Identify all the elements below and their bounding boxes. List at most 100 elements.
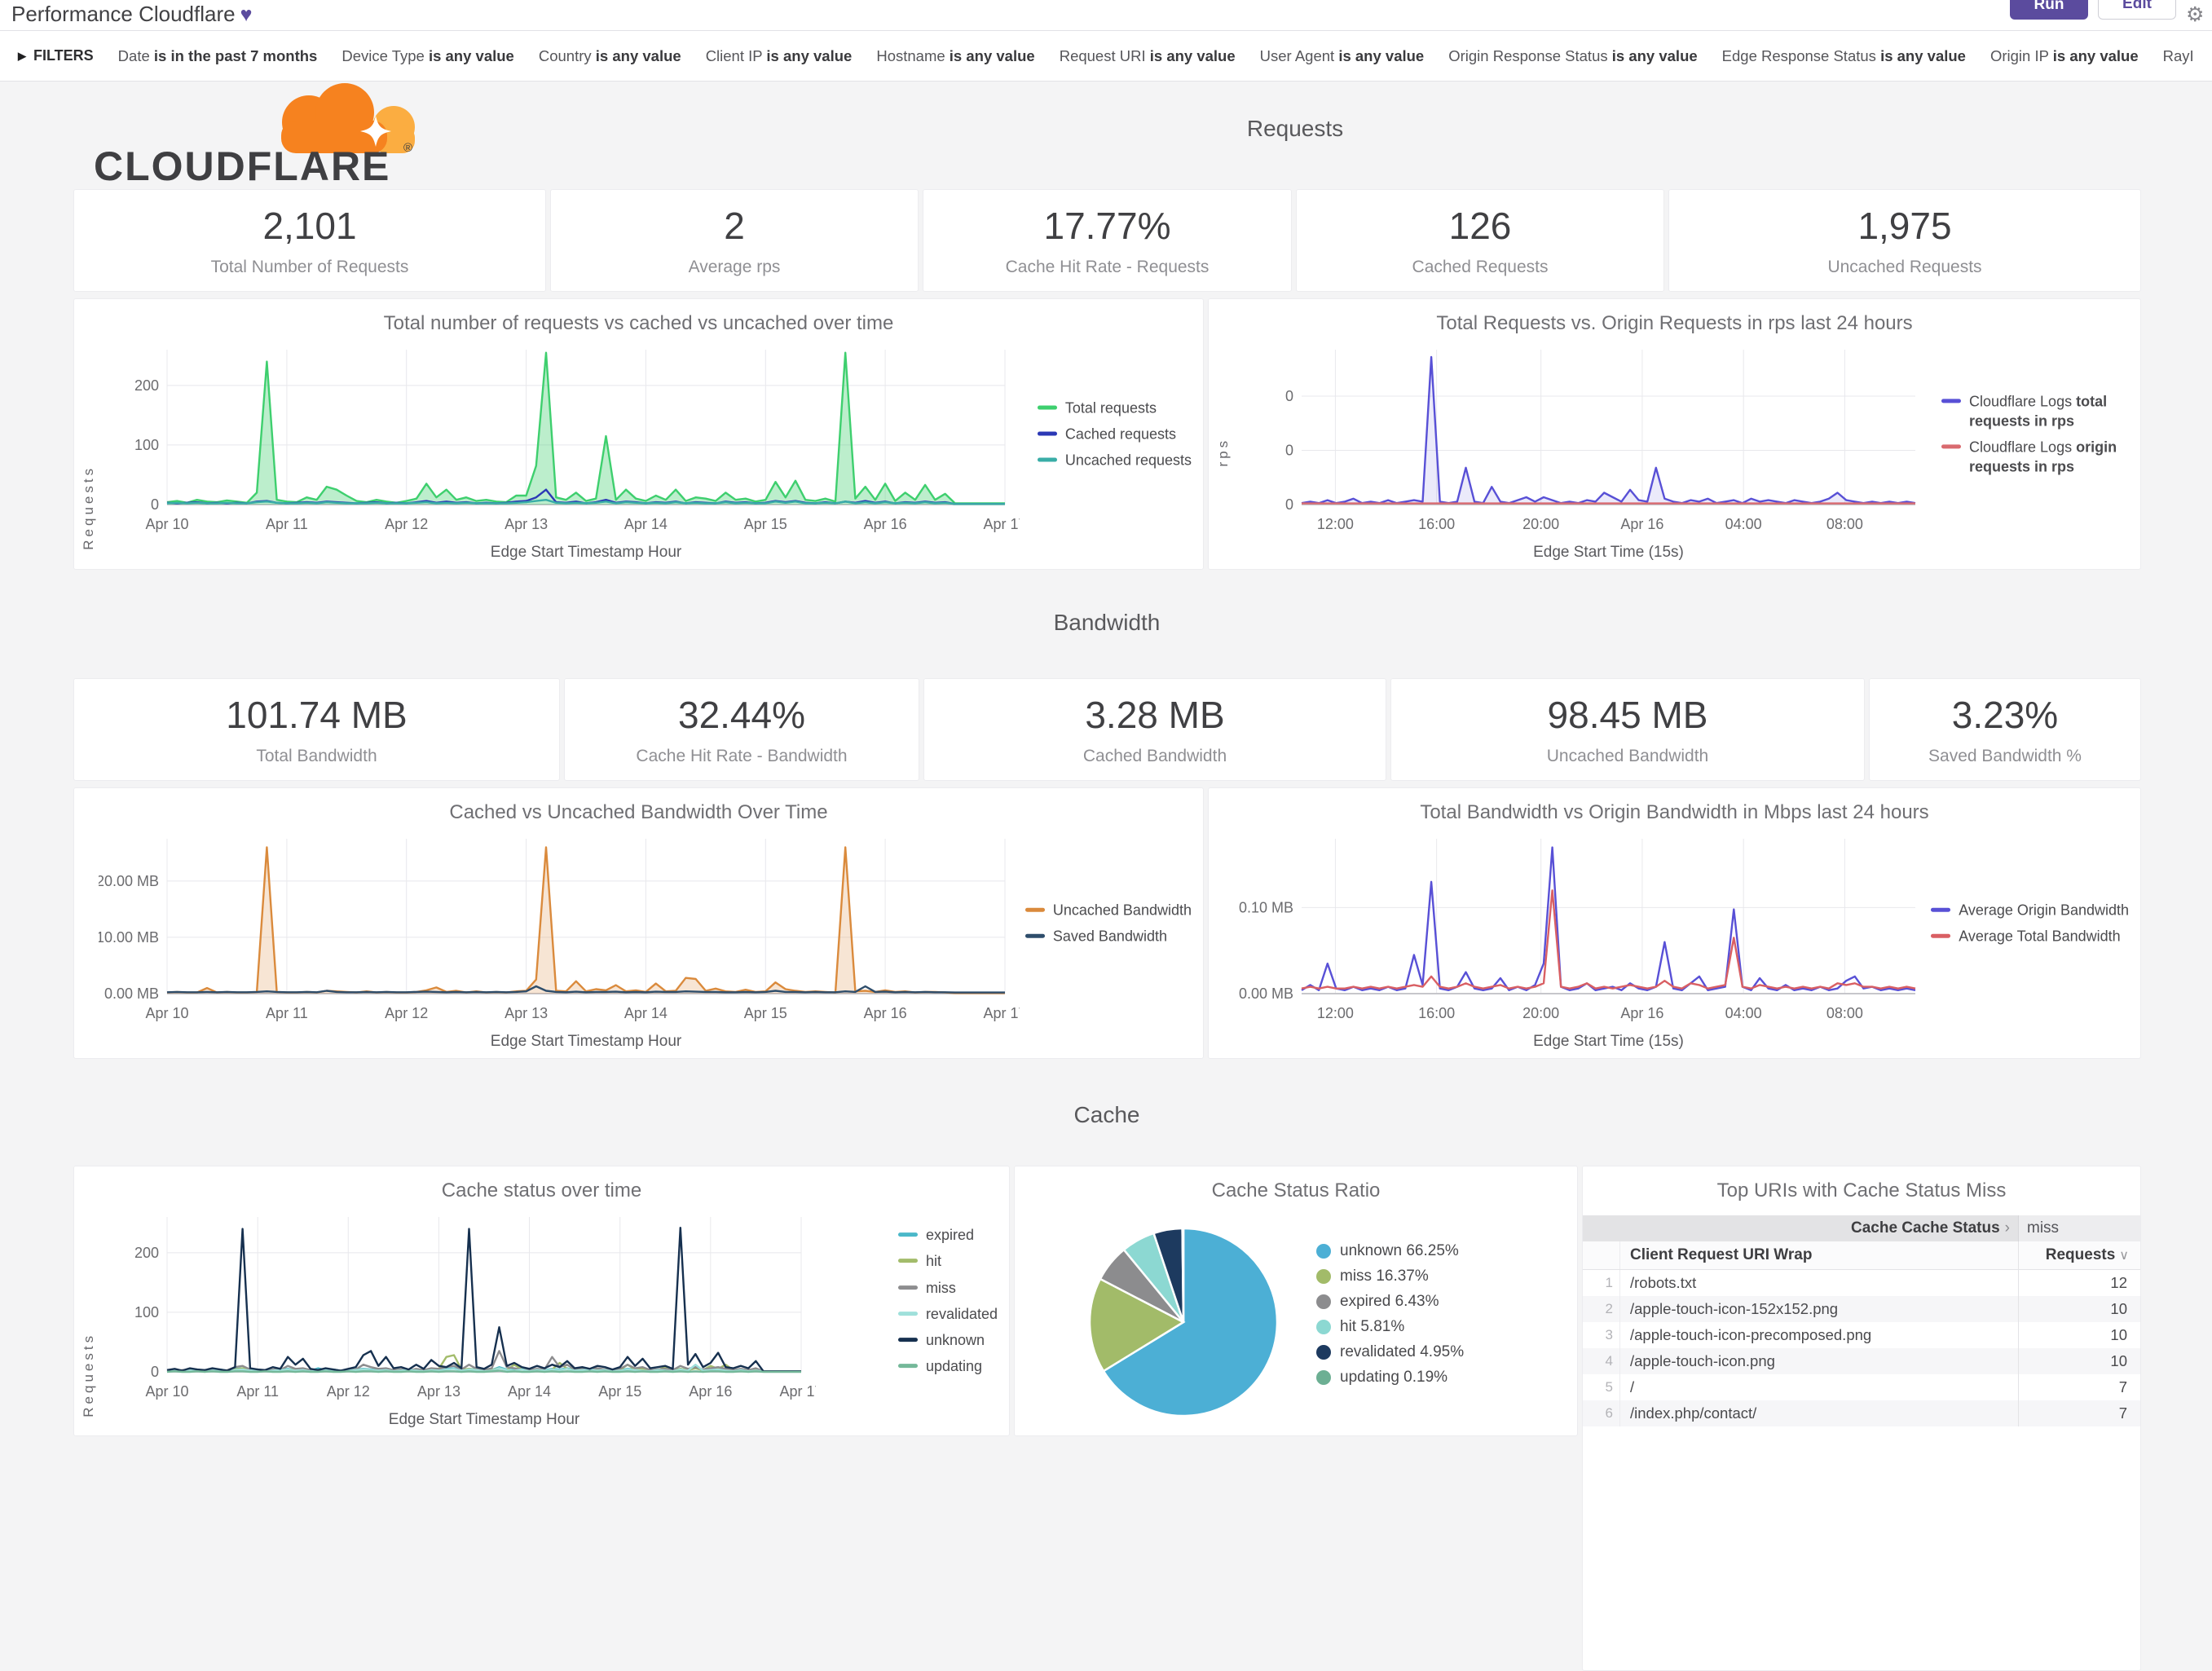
registered-mark: ® — [403, 141, 412, 155]
pie-legend-item-updating[interactable]: updating 0.19% — [1316, 1369, 1464, 1387]
kpi-value: 101.74 MB — [226, 694, 408, 736]
legend-item-average-total-bandwidth[interactable]: Average Total Bandwidth — [1931, 927, 2129, 946]
table-row[interactable]: 5 / 7 — [1583, 1374, 2140, 1400]
table-row[interactable]: 2/apple-touch-icon-152x152.png 10 — [1583, 1296, 2140, 1322]
row-number: 6 — [1583, 1400, 1620, 1426]
uri-cell[interactable]: /apple-touch-icon-152x152.png — [1630, 1300, 1839, 1317]
filter-chip-origin-response-status[interactable]: Origin Response Status is any value — [1448, 46, 1698, 64]
svg-text:Apr 16: Apr 16 — [1620, 516, 1663, 532]
kpi-tile-uncached-bandwidth: 98.45 MB Uncached Bandwidth — [1390, 678, 1865, 781]
svg-text:0.10 MB: 0.10 MB — [1239, 899, 1293, 915]
pie-legend-item-miss[interactable]: miss 16.37% — [1316, 1268, 1464, 1285]
legend-item-revalidated[interactable]: revalidated — [897, 1304, 998, 1324]
requests-cell[interactable]: 7 — [2018, 1374, 2140, 1400]
legend-item-hit[interactable]: hit — [897, 1251, 998, 1271]
table-row[interactable]: 4/apple-touch-icon.png 10 — [1583, 1348, 2140, 1374]
svg-text:0.00 MB: 0.00 MB — [104, 985, 159, 1002]
filter-chip-device-type[interactable]: Device Type is any value — [341, 46, 514, 64]
svg-text:100: 100 — [134, 437, 159, 453]
pivot-field-header[interactable]: Cache Cache Status › — [1850, 1219, 2010, 1237]
legend-item-updating[interactable]: updating — [897, 1357, 998, 1377]
kpi-value: 2 — [724, 205, 745, 247]
filter-chip-client-ip[interactable]: Client IP is any value — [705, 46, 853, 64]
kpi-label: Saved Bandwidth % — [1928, 747, 2082, 765]
chart-panel-cache-status-ratio: Cache Status Ratio unknown 66.25% miss 16… — [1014, 1166, 1578, 1436]
row-number: 1 — [1583, 1270, 1620, 1296]
uri-cell[interactable]: /apple-touch-icon.png — [1630, 1352, 1775, 1369]
requests-cell[interactable]: 12 — [2018, 1270, 2140, 1296]
legend-item-unknown[interactable]: unknown — [897, 1330, 998, 1350]
requests-cell[interactable]: 10 — [2018, 1296, 2140, 1322]
section-heading-requests: Requests — [1246, 116, 1344, 141]
uri-cell[interactable]: /robots.txt — [1630, 1274, 1697, 1291]
legend-item-total-requests[interactable]: Total requests — [1037, 398, 1192, 417]
svg-text:Apr 13: Apr 13 — [417, 1383, 460, 1400]
filters-toggle-label: FILTERS — [33, 47, 94, 64]
svg-text:20.00 MB: 20.00 MB — [99, 873, 159, 889]
table-row[interactable]: 1/robots.txt 12 — [1583, 1270, 2140, 1296]
legend-swatch — [1931, 933, 1951, 938]
filter-chip-hostname[interactable]: Hostname is any value — [876, 46, 1035, 64]
pie-legend-item-expired[interactable]: expired 6.43% — [1316, 1293, 1464, 1311]
svg-text:Apr 12: Apr 12 — [385, 516, 428, 532]
legend-item-miss[interactable]: miss — [897, 1278, 998, 1298]
legend-swatch — [1931, 907, 1951, 912]
filter-chip-origin-ip[interactable]: Origin IP is any value — [1989, 46, 2139, 64]
requests-cell[interactable]: 10 — [2018, 1348, 2140, 1374]
legend-item-cloudflare-logs-total-requests-in-rps[interactable]: Cloudflare Logs total requests in rps — [1941, 391, 2129, 431]
legend-dot — [1316, 1269, 1331, 1284]
kpi-row-requests: 2,101 Total Number of Requests 2 Average rp… — [73, 189, 2141, 292]
pie-legend-item-unknown[interactable]: unknown 66.25% — [1316, 1242, 1464, 1260]
uri-cell[interactable]: / — [1630, 1378, 1635, 1395]
legend-item-cloudflare-logs-origin-requests-in-rps[interactable]: Cloudflare Logs origin requests in rps — [1941, 438, 2129, 478]
caret-right-icon: ▶ — [18, 49, 26, 62]
filter-chip-user-agent[interactable]: User Agent is any value — [1259, 46, 1425, 64]
legend-swatch — [897, 1312, 918, 1316]
filter-chip-request-uri[interactable]: Request URI is any value — [1059, 46, 1236, 64]
pie-legend-item-hit[interactable]: hit 5.81% — [1316, 1318, 1464, 1336]
edit-button[interactable]: Edit — [2098, 0, 2176, 20]
chart-title: Total number of requests vs cached vs un… — [383, 312, 894, 334]
svg-text:Edge Start Timestamp Hour: Edge Start Timestamp Hour — [389, 1411, 580, 1428]
svg-text:Apr 11: Apr 11 — [266, 1005, 308, 1021]
legend-item-average-origin-bandwidth[interactable]: Average Origin Bandwidth — [1931, 900, 2129, 919]
svg-text:Apr 12: Apr 12 — [327, 1383, 370, 1400]
chart-panel-bandwidth-over-time: Cached vs Uncached Bandwidth Over Time A… — [73, 787, 1204, 1059]
run-button[interactable]: Run — [2010, 0, 2088, 20]
table-panel-top-uris: Top URIs with Cache Status Miss Cache Ca… — [1582, 1166, 2141, 1671]
pie-legend-item-revalidated[interactable]: revalidated 4.95% — [1316, 1343, 1464, 1361]
requests-column-header[interactable]: Requests ∨ — [2018, 1241, 2140, 1269]
filter-chip-date[interactable]: Date is in the past 7 months — [117, 46, 318, 64]
row-number-header — [1583, 1241, 1620, 1269]
svg-text:0: 0 — [1285, 496, 1293, 513]
filters-toggle[interactable]: ▶ FILTERS — [18, 47, 94, 64]
uri-cell[interactable]: /index.php/contact/ — [1630, 1404, 1757, 1422]
uri-column-header[interactable]: Client Request URI Wrap — [1630, 1246, 1813, 1263]
top-bar: Performance Cloudflare ♥ Run Edit ⚙ — [0, 0, 2212, 31]
pivot-value-header[interactable]: miss — [2018, 1215, 2140, 1241]
filter-chip-country[interactable]: Country is any value — [538, 46, 681, 64]
filter-chip-edge-response-status[interactable]: Edge Response Status is any value — [1721, 46, 1966, 64]
kpi-row-bandwidth: 101.74 MB Total Bandwidth 32.44% Cache Hit … — [73, 678, 2141, 781]
legend-item-uncached-bandwidth[interactable]: Uncached Bandwidth — [1024, 900, 1192, 919]
legend-item-saved-bandwidth[interactable]: Saved Bandwidth — [1024, 927, 1192, 946]
table-row[interactable]: 6/index.php/contact/7 — [1583, 1400, 2140, 1426]
filter-chip-rayid[interactable]: RayID is any valu... — [2162, 46, 2194, 64]
svg-text:Apr 15: Apr 15 — [744, 516, 787, 532]
uri-cell[interactable]: /apple-touch-icon-precomposed.png — [1630, 1326, 1872, 1343]
svg-text:Apr 11: Apr 11 — [266, 516, 308, 532]
kpi-tile-cache-hit-rate-bandwidth: 32.44% Cache Hit Rate - Bandwidth — [564, 678, 919, 781]
table-row[interactable]: 3/apple-touch-icon-precomposed.png 10 — [1583, 1322, 2140, 1348]
gear-icon[interactable]: ⚙ — [2186, 3, 2205, 26]
kpi-label: Cache Hit Rate - Requests — [1005, 258, 1210, 276]
legend-item-uncached-requests[interactable]: Uncached requests — [1037, 451, 1192, 470]
requests-cell[interactable]: 10 — [2018, 1322, 2140, 1348]
requests-cell[interactable]: 7 — [2018, 1400, 2140, 1426]
legend-item-expired[interactable]: expired — [897, 1225, 998, 1245]
legend-item-cached-requests[interactable]: Cached requests — [1037, 424, 1192, 443]
table-title: Top URIs with Cache Status Miss — [1716, 1179, 2007, 1201]
svg-text:12:00: 12:00 — [1317, 1005, 1354, 1021]
svg-text:Apr 16: Apr 16 — [864, 516, 907, 532]
cloudflare-wordmark: CLOUDFLARE — [94, 143, 390, 187]
chevron-right-icon: › — [2004, 1219, 2010, 1237]
